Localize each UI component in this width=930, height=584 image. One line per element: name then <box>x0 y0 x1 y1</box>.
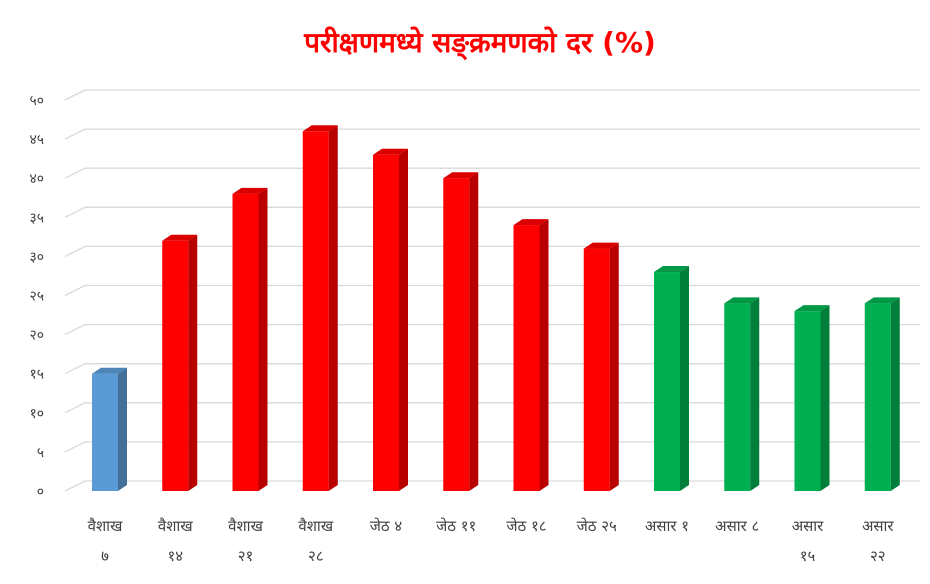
x-tick-label: वैशाख १४ <box>158 517 193 565</box>
gridline-depth-9 <box>64 128 86 140</box>
bar-9 <box>724 297 760 491</box>
y-tick-label: ४५ <box>29 132 44 148</box>
gridline-depth-2 <box>64 402 86 414</box>
x-tick-label: जेठ १८ <box>506 517 546 535</box>
gridline-depth-8 <box>64 167 86 179</box>
bar-side <box>118 367 127 491</box>
x-tick-label: जेठ ११ <box>436 517 476 535</box>
bar-4 <box>373 148 408 492</box>
bar-side <box>469 172 479 491</box>
x-tick-label: वैशाख २८ <box>298 517 333 565</box>
gridline-depth-6 <box>64 245 86 257</box>
bar-top <box>513 219 549 226</box>
bar-6 <box>513 219 549 491</box>
gridline-depth-4 <box>64 324 86 336</box>
bar-front <box>162 240 189 491</box>
bar-top <box>162 234 198 241</box>
bar-side <box>188 234 198 491</box>
gridline-depth-10 <box>64 89 86 101</box>
x-tick-label: असार ८ <box>715 517 759 535</box>
gridline-depth-1 <box>64 441 86 453</box>
chart-title: परीक्षणमध्ये सङ्क्रमणको दर (%) <box>303 26 656 60</box>
bar-11 <box>864 297 900 491</box>
bar-side <box>399 148 408 492</box>
y-tick-label: ३० <box>29 249 44 265</box>
gridline-depth-5 <box>64 284 86 297</box>
bar-front <box>864 303 891 491</box>
x-tick-label: वैशाख २१ <box>228 517 263 565</box>
bar-top <box>92 367 127 374</box>
x-axis-labels: वैशाख ७ वैशाख १४ वैशाख २१ वैशाख २८ जेठ ४ जेठ ११ जे… <box>88 517 895 565</box>
bar-top <box>373 148 408 155</box>
x-tick-label: जेठ ४ <box>370 517 403 535</box>
gridline-depth-7 <box>64 206 86 218</box>
x-tick-label: वैशाख ७ <box>88 517 123 565</box>
bar-2 <box>232 187 268 491</box>
bar-top <box>583 242 619 249</box>
bar-side <box>680 266 689 491</box>
bar-top <box>443 172 479 179</box>
bar-side <box>258 187 268 491</box>
bar-3 <box>302 125 338 491</box>
bar-5 <box>443 172 479 491</box>
bar-front <box>443 178 470 491</box>
x-tick-label: असार २२ <box>862 517 894 565</box>
y-tick-label: २५ <box>29 289 44 305</box>
y-tick-label: ५० <box>29 93 44 109</box>
bar-front <box>654 272 680 491</box>
y-tick-label: २० <box>29 328 44 344</box>
bar-top <box>794 305 830 312</box>
bar-front <box>373 154 399 492</box>
y-tick-label: १५ <box>29 367 44 383</box>
bar-side <box>890 297 900 491</box>
gridline-depth-0 <box>64 480 86 492</box>
bar-front <box>513 225 540 491</box>
bar-front <box>232 193 259 491</box>
y-tick-label: ४० <box>29 171 44 187</box>
y-tick-label: १० <box>29 406 44 422</box>
bar-top <box>864 297 900 304</box>
bar-8 <box>654 266 689 491</box>
gridlines <box>64 89 920 492</box>
bar-side <box>609 242 619 491</box>
bar-10 <box>794 305 830 491</box>
bar-top <box>724 297 760 304</box>
bar-1 <box>162 234 198 491</box>
bar-top <box>232 187 268 194</box>
bar-side <box>539 219 549 491</box>
gridline-depth-3 <box>64 363 86 375</box>
bar-0 <box>92 367 127 491</box>
y-tick-label: ० <box>37 484 44 500</box>
bar-front <box>724 303 751 491</box>
bars <box>92 125 900 492</box>
bar-front <box>92 373 118 491</box>
y-tick-label: ५ <box>37 445 44 461</box>
bar-top <box>302 125 338 132</box>
bar-side <box>328 125 338 491</box>
bar-front <box>583 248 610 491</box>
x-tick-label: असार १ <box>645 517 689 535</box>
bar-side <box>820 305 830 491</box>
bar-front <box>794 311 821 491</box>
bar-top <box>654 266 689 273</box>
bar-front <box>302 131 329 491</box>
bar-side <box>750 297 760 491</box>
x-tick-label: जेठ २५ <box>577 517 617 535</box>
y-axis-ticks: ० ५ १० १५ २० २५ ३० ३५ ४० ४५ ५० <box>29 93 44 500</box>
bar-7 <box>583 242 619 491</box>
x-tick-label: असार १५ <box>792 517 824 565</box>
y-tick-label: ३५ <box>29 210 44 226</box>
